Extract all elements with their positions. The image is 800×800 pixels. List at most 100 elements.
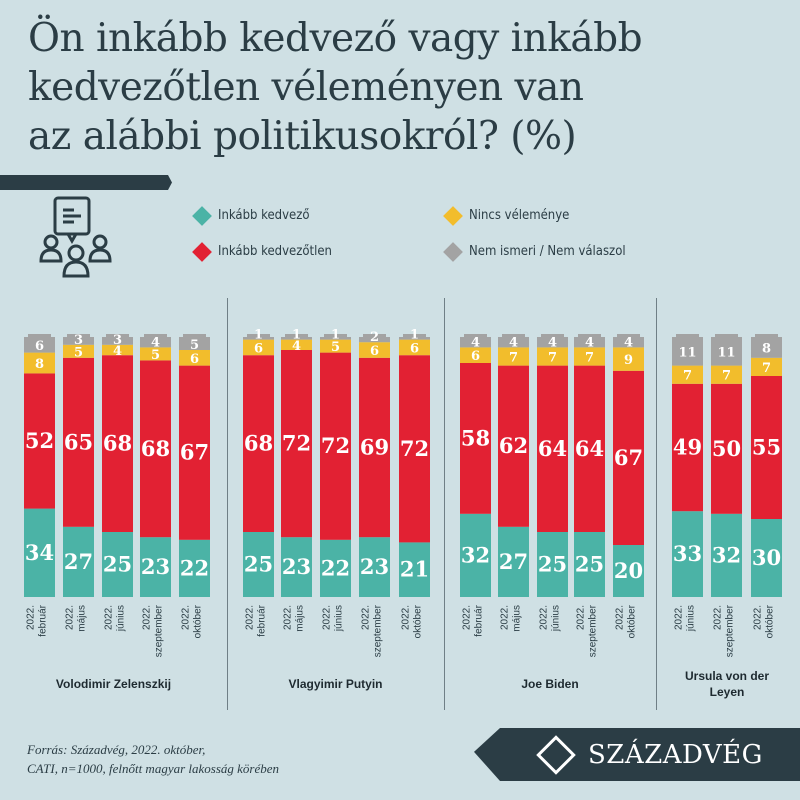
bar-cap [28, 334, 51, 338]
data-label: 9 [624, 353, 633, 368]
data-label: 25 [575, 552, 604, 577]
bar-segment [460, 363, 491, 514]
bar-cap [183, 334, 206, 338]
data-label: 7 [683, 369, 692, 384]
bar-segment [63, 337, 94, 345]
group-divider [656, 298, 657, 710]
bar-segment [672, 383, 703, 512]
data-label: 6 [190, 352, 199, 367]
bar-cap [144, 334, 167, 338]
data-label: 23 [360, 554, 389, 579]
category-label: szeptember [373, 604, 384, 657]
data-label: 55 [752, 435, 781, 460]
data-label: 67 [180, 440, 209, 465]
data-label: 23 [282, 554, 311, 579]
bar-segment [574, 347, 605, 366]
category-label: június [551, 605, 562, 632]
logo-emblem-icon [536, 734, 576, 775]
bar-segment [320, 352, 351, 540]
data-label: 3 [113, 333, 122, 348]
bar-cap [324, 334, 347, 338]
data-label: 7 [509, 351, 518, 366]
data-label: 3 [74, 333, 83, 348]
bar-segment [281, 350, 312, 538]
bar-cap [67, 334, 90, 338]
bar-segment [243, 337, 274, 340]
category-label: 2022. [104, 605, 115, 630]
data-label: 34 [25, 540, 54, 565]
bar-segment [140, 347, 171, 361]
bar-segment [537, 337, 568, 348]
source-note: Forrás: Századvég, 2022. október, CATI, … [27, 742, 280, 776]
data-label: 67 [614, 445, 643, 470]
data-label: 72 [282, 431, 311, 456]
bar-segment [498, 347, 529, 366]
data-label: 7 [585, 351, 594, 366]
data-label: 1 [410, 328, 419, 343]
bar-segment [102, 337, 133, 345]
category-label: október [193, 604, 204, 638]
bar-cap [285, 334, 308, 338]
bar-segment [672, 337, 703, 366]
category-label: szeptember [725, 604, 736, 657]
bar-cap [676, 334, 699, 338]
category-label: 2022. [401, 605, 412, 630]
bar-segment [140, 360, 171, 538]
category-label: 2022. [283, 605, 294, 630]
data-label: 25 [244, 552, 273, 577]
bar-segment [24, 352, 55, 374]
data-label: 5 [331, 340, 340, 355]
bar-segment [24, 337, 55, 353]
data-label: 4 [509, 335, 518, 350]
bar-cap [541, 334, 564, 338]
category-label: 2022. [539, 605, 550, 630]
data-label: 72 [321, 433, 350, 458]
bar-segment [179, 539, 210, 597]
data-label: 68 [244, 431, 273, 456]
bar-segment [179, 337, 210, 350]
data-label: 5 [151, 348, 160, 363]
category-label: 2022. [674, 605, 685, 630]
data-label: 11 [678, 345, 696, 360]
bar-segment [243, 532, 274, 597]
category-label: 2022. [713, 605, 724, 630]
category-label: február [38, 604, 49, 636]
group-name-zelenszkij: Volodimir Zelenszkij [55, 677, 172, 691]
bar-segment [672, 365, 703, 384]
category-label: 2022. [500, 605, 511, 630]
category-label: 2022. [322, 605, 333, 630]
category-label: június [116, 605, 127, 632]
bar-segment [399, 337, 430, 340]
bar-segment [179, 365, 210, 540]
page-title: Ön inkább kedvező vagy inkább kedvezőtle… [28, 16, 643, 159]
legend-item-no-opinion: Nincs véleménye [443, 205, 569, 226]
category-label: 2022. [576, 605, 587, 630]
data-label: 32 [712, 542, 741, 567]
data-label: 4 [585, 335, 594, 350]
data-label: 20 [614, 558, 643, 583]
bar-segment [102, 344, 133, 356]
title-underline-bar [0, 175, 172, 190]
bar-segment [320, 339, 351, 353]
data-label: 7 [548, 351, 557, 366]
legend-item-favorable: Inkább kedvező [192, 205, 309, 226]
bar-segment [672, 511, 703, 597]
data-label: 6 [410, 341, 419, 356]
category-label: szeptember [588, 604, 599, 657]
bar-segment [751, 357, 782, 376]
bar-segment [140, 537, 171, 597]
data-label: 62 [499, 433, 528, 458]
bar-segment [320, 337, 351, 340]
data-label: 33 [673, 541, 702, 566]
category-label: 2022. [65, 605, 76, 630]
bar-cap [715, 334, 738, 338]
legend-item-unknown: Nem ismeri / Nem válaszol [443, 241, 626, 262]
data-label: 52 [25, 428, 54, 453]
data-label: 49 [673, 435, 702, 460]
category-label: május [512, 605, 523, 632]
data-label: 4 [471, 335, 480, 350]
data-label: 50 [712, 436, 741, 461]
category-label: október [413, 604, 424, 638]
data-label: 2 [370, 330, 379, 345]
